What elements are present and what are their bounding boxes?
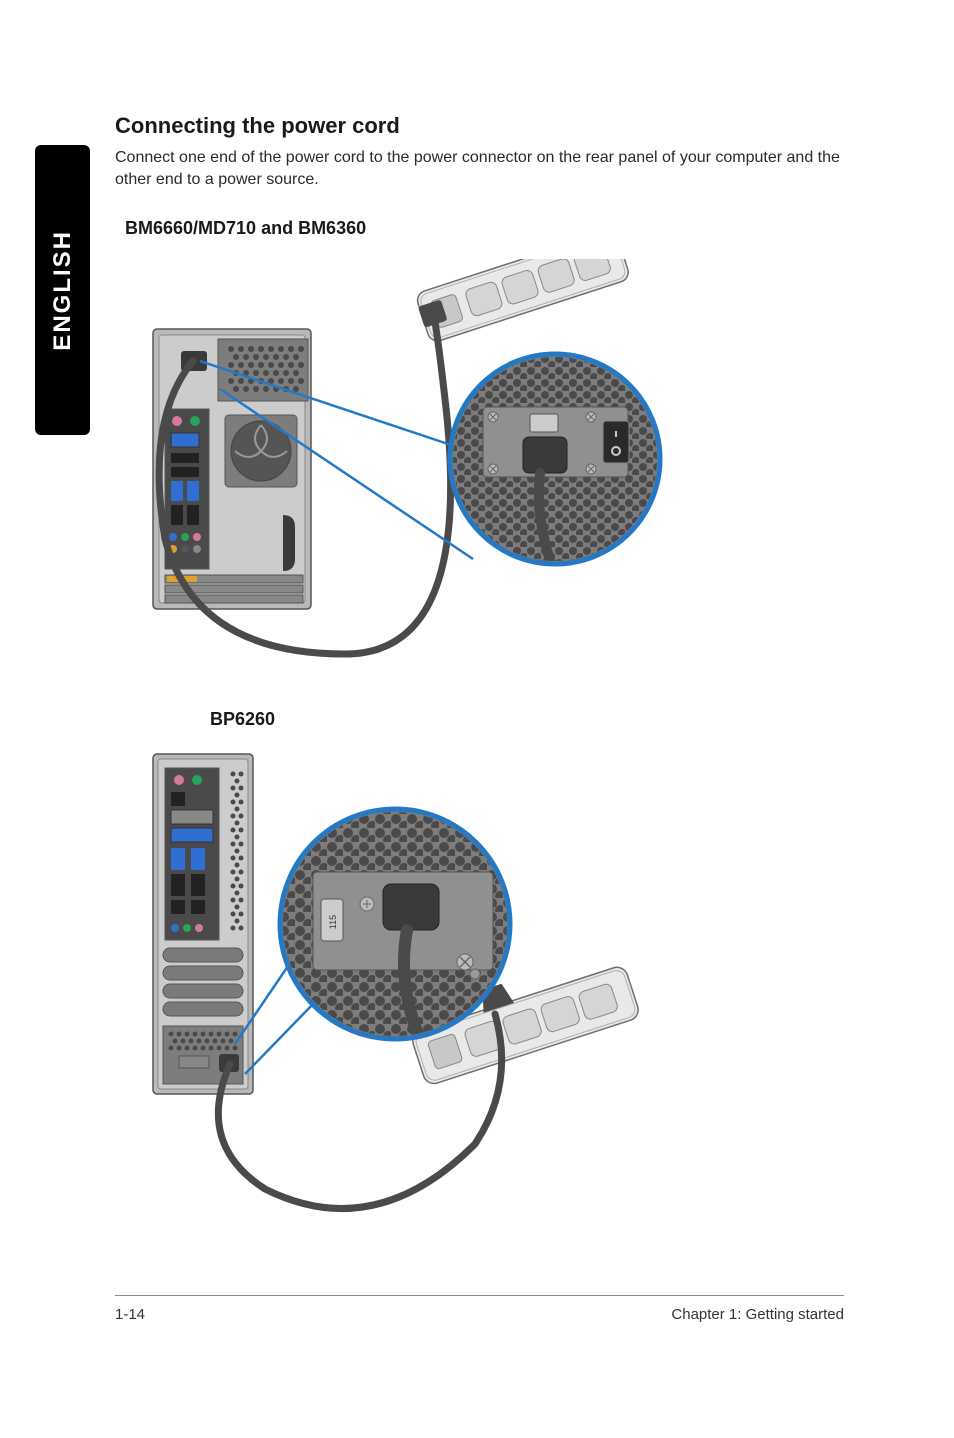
chapter-label: Chapter 1: Getting started (671, 1306, 844, 1323)
page-number: 1-14 (115, 1306, 145, 1323)
section-body: Connect one end of the power cord to the… (115, 147, 845, 190)
diagram-bp6260: 115 (135, 744, 695, 1234)
page-footer: 1-14 Chapter 1: Getting started (115, 1295, 844, 1323)
section-title: Connecting the power cord (115, 113, 845, 139)
model-heading-1: BM6660/MD710 and BM6360 (125, 218, 845, 239)
model-heading-2: BP6260 (210, 709, 845, 730)
diagram-bm6660 (135, 259, 695, 664)
language-tab: ENGLISH (35, 145, 90, 435)
language-label: ENGLISH (49, 230, 77, 351)
svg-text:115: 115 (328, 915, 338, 929)
page-content: Connecting the power cord Connect one en… (115, 113, 845, 1234)
